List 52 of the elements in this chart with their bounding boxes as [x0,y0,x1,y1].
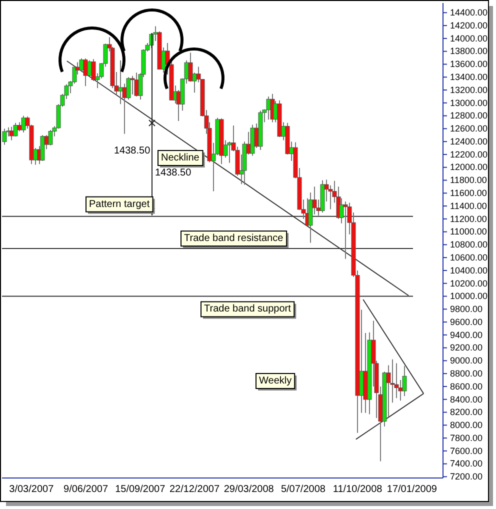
y-tick-label: 13600.00 [450,59,488,70]
y-tick-label: 13800.00 [450,46,488,56]
y-tick-label: 14000.00 [450,33,488,44]
y-tick-label: 14400.00 [450,8,488,18]
y-tick-label: 9200.00 [450,342,483,353]
ref-line-label: Pattern target [89,198,150,210]
ref-line-label: Trade band resistance [184,233,284,244]
x-tick-label: 11/10/2008 [332,484,383,496]
y-tick-label: 12200.00 [450,149,488,160]
y-tick-label: 11200.00 [450,214,487,224]
annotation: 1438.50 [114,146,151,156]
annotation: 1438.50 [155,168,192,178]
y-tick-label: 10600.00 [450,252,488,262]
y-tick-label: 12400.00 [450,136,488,146]
y-tick-label: 14200.00 [450,20,488,30]
y-tick-label: 9600.00 [450,316,483,327]
y-tick-label: 12000.00 [450,162,488,172]
x-tick-label: 15/09/2007 [115,484,166,496]
y-tick-label: 11000.00 [450,226,487,237]
ref-line-label: Trade band support [204,304,292,315]
annotation: Neckline [161,152,200,164]
y-tick-label: 12600.00 [450,124,488,134]
x-tick-label: 17/01/2009 [386,484,438,496]
y-tick-label: 11400.00 [450,200,487,211]
annotation: Weekly [259,376,292,386]
y-tick-label: 8400.00 [450,394,483,404]
y-tick-label: 7200.00 [450,472,483,482]
x-tick-label: 22/12/2007 [169,484,220,496]
y-tick-label: 10000.00 [450,291,488,302]
y-tick-label: 12800.00 [450,110,488,121]
y-tick-label: 7600.00 [450,446,483,456]
y-tick-label: 8000.00 [450,420,483,430]
y-tick-label: 13400.00 [450,72,488,82]
y-tick-label: 8200.00 [450,407,483,418]
x-tick-label: 5/07/2008 [280,484,326,496]
y-tick-label: 11600.00 [450,188,487,198]
x-tick-label: 9/06/2007 [64,484,108,496]
y-tick-label: 8600.00 [450,381,483,392]
y-tick-label: 9000.00 [450,356,483,366]
y-tick-label: 13200.00 [450,84,488,95]
y-tick-label: 9800.00 [450,304,483,314]
y-tick-label: 9400.00 [450,330,483,340]
x-tick-label: 3/03/2007 [9,484,54,496]
y-tick-label: 11800.00 [450,175,487,186]
y-tick-label: 10400.00 [450,265,488,276]
y-tick-label: 10200.00 [450,278,488,288]
x-tick-label: 29/03/2008 [224,484,274,496]
y-tick-label: 7400.00 [450,458,483,469]
y-tick-label: 7800.00 [450,432,483,443]
y-tick-label: 13000.00 [450,98,488,108]
y-tick-label: 8800.00 [450,368,483,378]
y-tick-label: 10800.00 [450,240,488,250]
